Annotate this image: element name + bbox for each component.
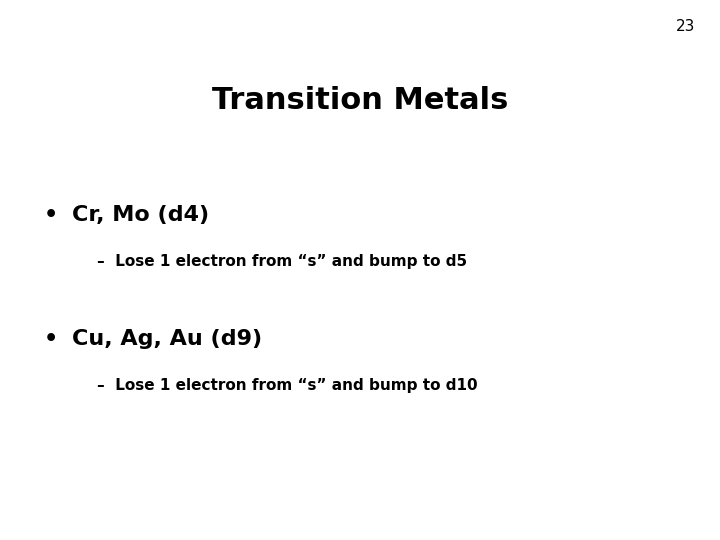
Text: –  Lose 1 electron from “s” and bump to d10: – Lose 1 electron from “s” and bump to d… xyxy=(97,378,478,393)
Text: –  Lose 1 electron from “s” and bump to d5: – Lose 1 electron from “s” and bump to d… xyxy=(97,254,467,269)
Text: 23: 23 xyxy=(675,19,695,34)
Text: Transition Metals: Transition Metals xyxy=(212,86,508,116)
Text: Cu, Ag, Au (d9): Cu, Ag, Au (d9) xyxy=(72,329,262,349)
Text: •: • xyxy=(43,329,58,349)
Text: •: • xyxy=(43,205,58,225)
Text: Cr, Mo (d4): Cr, Mo (d4) xyxy=(72,205,209,225)
